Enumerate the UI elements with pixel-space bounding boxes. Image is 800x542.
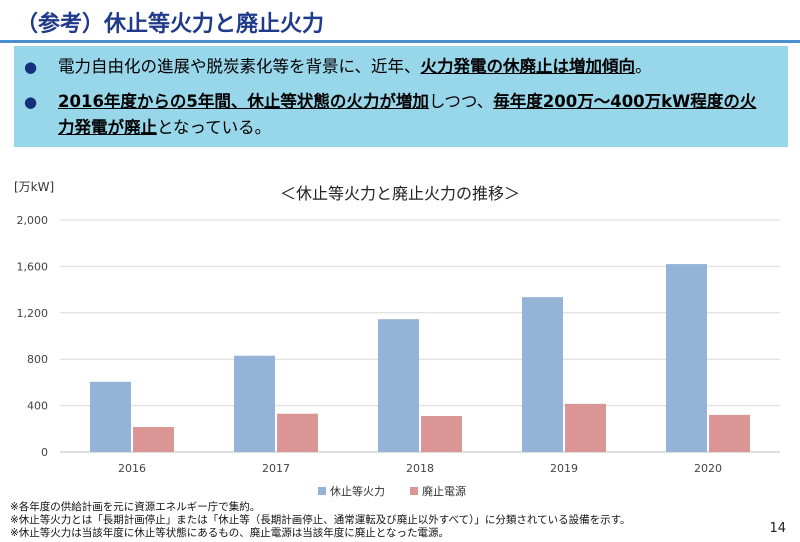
- y-tick-label: 1,200: [17, 307, 49, 320]
- bullet-1-segment-1: 電力自由化の進展や脱炭素化等を背景に、近年、: [58, 57, 421, 76]
- bullet-dot-icon: ●: [24, 58, 38, 76]
- y-tick-label: 400: [27, 400, 48, 413]
- bullet-1-segment-3: 。: [635, 57, 652, 76]
- summary-box: ● 電力自由化の進展や脱炭素化等を背景に、近年、火力発電の休廃止は増加傾向。 ●…: [14, 46, 788, 147]
- x-tick-label: 2019: [550, 462, 578, 475]
- y-tick-label: 1,600: [17, 260, 49, 273]
- x-tick-label: 2016: [118, 462, 146, 475]
- bullet-2-segment-2: しつつ、: [428, 92, 494, 111]
- summary-bullet-2: ● 2016年度からの5年間、休止等状態の火力が増加しつつ、毎年度200万～40…: [24, 89, 764, 141]
- legend-swatch: [410, 487, 418, 495]
- bar-haishi: [421, 416, 462, 452]
- bar-haishi: [133, 427, 174, 452]
- bar-haishi: [709, 414, 750, 452]
- footnote-3: ※休止等火力は当該年度に休止等状態にあるもの、廃止電源は当該年度に廃止となった電…: [10, 527, 449, 539]
- footnotes: ※各年度の供給計画を元に資源エネルギー庁で集約。 ※休止等火力とは「長期計画停止…: [10, 501, 631, 540]
- x-tick-label: 2017: [262, 462, 290, 475]
- y-tick-label: 0: [41, 446, 48, 459]
- bar-kyushi: [378, 319, 419, 452]
- chart-title: ＜休止等火力と廃止火力の推移＞: [279, 184, 520, 203]
- footnote-1: ※各年度の供給計画を元に資源エネルギー庁で集約。: [10, 501, 261, 513]
- bar-kyushi: [666, 264, 707, 452]
- bar-kyushi: [522, 297, 563, 452]
- bar-haishi: [565, 403, 606, 452]
- summary-bullet-1: ● 電力自由化の進展や脱炭素化等を背景に、近年、火力発電の休廃止は増加傾向。: [24, 54, 764, 80]
- page-title: （参考）休止等火力と廃止火力: [16, 12, 325, 37]
- bullet-dot-icon: ●: [24, 93, 38, 111]
- y-axis-unit: [万kW]: [14, 180, 55, 194]
- title-divider: [0, 40, 800, 43]
- summary-bullet-2-text: 2016年度からの5年間、休止等状態の火力が増加しつつ、毎年度200万～400万…: [24, 89, 764, 141]
- bar-kyushi: [234, 355, 275, 452]
- x-tick-label: 2020: [694, 462, 722, 475]
- bar-haishi: [277, 413, 318, 452]
- bullet-2-segment-3: 毎年度200万～400万kW程度の火力発電が廃止: [58, 92, 757, 137]
- y-tick-label: 800: [27, 353, 48, 366]
- y-tick-label: 2,000: [17, 214, 49, 227]
- summary-bullet-1-text: 電力自由化の進展や脱炭素化等を背景に、近年、火力発電の休廃止は増加傾向。: [24, 54, 764, 80]
- bullet-1-segment-2: 火力発電の休廃止は増加傾向: [420, 57, 636, 76]
- bar-kyushi: [90, 381, 131, 452]
- bullet-2-segment-4: となっている。: [157, 118, 272, 137]
- bullet-2-segment-1: 2016年度からの5年間、休止等状態の火力が増加: [58, 92, 429, 111]
- page-number: 14: [769, 521, 786, 536]
- x-tick-label: 2018: [406, 462, 434, 475]
- footnote-2: ※休止等火力とは「長期計画停止」または「休止等（長期計画停止、通常運転及び廃止以…: [10, 514, 631, 526]
- legend-label: 廃止電源: [422, 484, 466, 498]
- legend-swatch: [318, 487, 326, 495]
- legend-label: 休止等火力: [330, 484, 385, 498]
